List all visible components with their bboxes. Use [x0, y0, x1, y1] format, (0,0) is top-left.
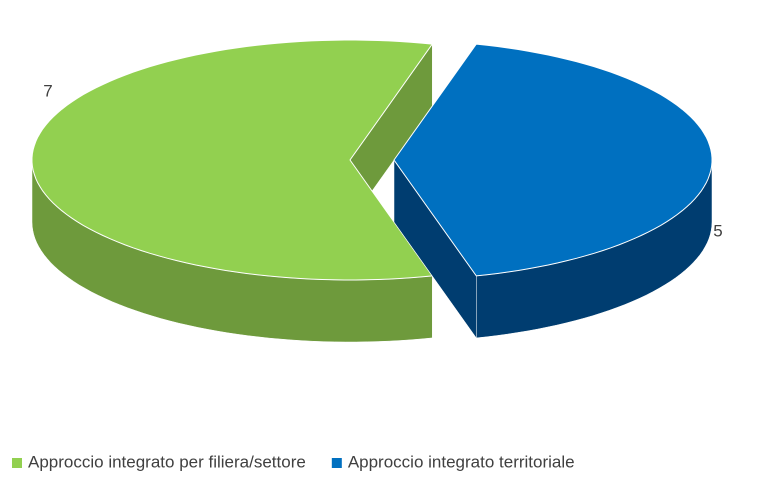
data-label: 7: [43, 81, 52, 100]
legend-swatch: [12, 458, 22, 468]
legend-label: Approccio integrato territoriale: [348, 452, 575, 471]
legend-label: Approccio integrato per filiera/settore: [28, 452, 306, 471]
slice-top: [31, 39, 434, 281]
data-label: 5: [713, 221, 722, 240]
legend-swatch: [331, 458, 342, 468]
slice-top: [393, 43, 713, 277]
